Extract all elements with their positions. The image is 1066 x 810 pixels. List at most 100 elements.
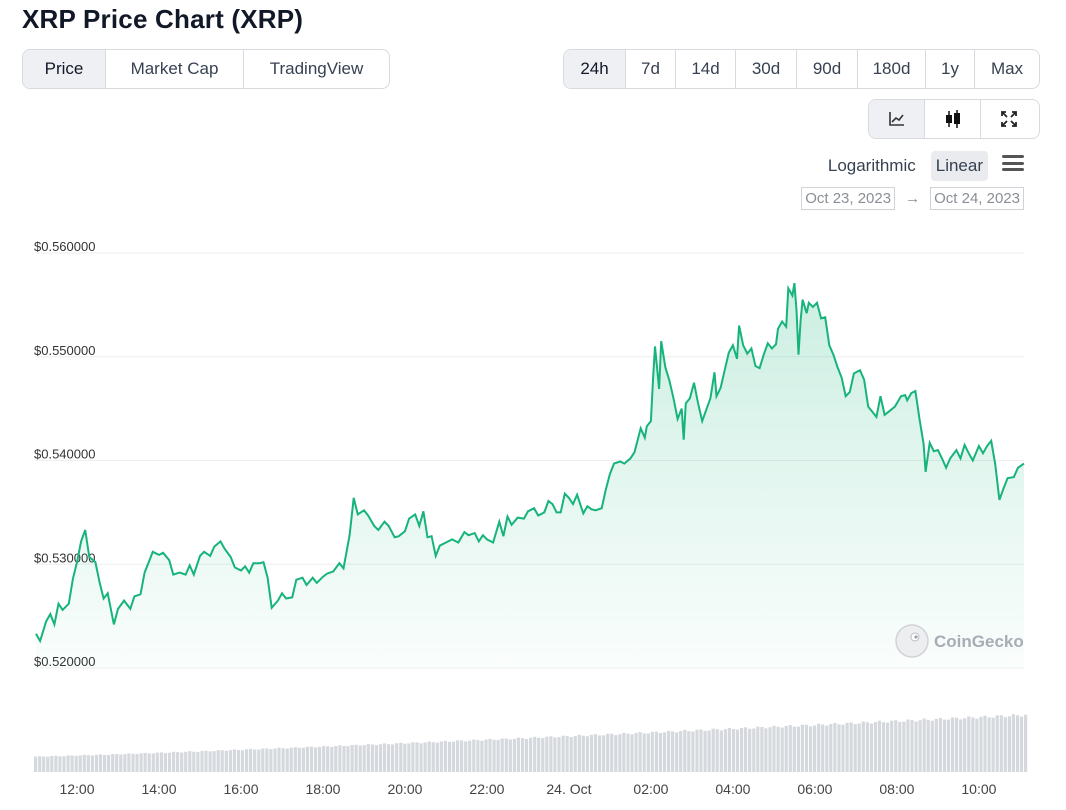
volume-bar bbox=[991, 717, 995, 772]
volume-bar bbox=[370, 744, 374, 772]
volume-bar bbox=[589, 734, 594, 772]
volume-bar bbox=[46, 756, 50, 772]
volume-bar bbox=[602, 735, 606, 772]
x-tick-label: 04:00 bbox=[715, 781, 750, 797]
volume-bar bbox=[378, 744, 383, 772]
volume-bar bbox=[399, 742, 403, 772]
volume-bar bbox=[172, 751, 176, 772]
volume-bar bbox=[346, 746, 350, 772]
volume-bar bbox=[841, 724, 845, 772]
tab-tradingview[interactable]: TradingView bbox=[269, 59, 364, 78]
volume-bar bbox=[727, 727, 731, 772]
x-tick-label: 22:00 bbox=[469, 781, 504, 797]
volume-bar bbox=[869, 723, 873, 772]
x-tick-label: 24. Oct bbox=[546, 781, 591, 797]
volume-bar bbox=[1024, 714, 1028, 772]
time-range-selector: 24h 7d 14d 30d 90d 180d 1y Max bbox=[563, 49, 1040, 89]
volume-bar bbox=[1011, 714, 1015, 772]
tab-price[interactable]: Price bbox=[23, 50, 106, 88]
volume-bar bbox=[642, 733, 646, 772]
volume-bar bbox=[427, 741, 431, 772]
coingecko-watermark: CoinGecko bbox=[895, 624, 1024, 658]
range-7d-button[interactable]: 7d bbox=[626, 50, 676, 88]
volume-bar bbox=[817, 723, 821, 772]
volume-bar bbox=[792, 726, 796, 772]
volume-bar bbox=[537, 737, 541, 772]
volume-bar bbox=[723, 729, 727, 772]
volume-bar bbox=[630, 734, 634, 772]
range-24h-button[interactable]: 24h bbox=[564, 50, 626, 88]
fullscreen-button[interactable] bbox=[981, 100, 1037, 138]
volume-bar bbox=[50, 756, 54, 772]
volume-bar bbox=[415, 742, 419, 772]
volume-bar bbox=[139, 753, 143, 772]
range-90d-button[interactable]: 90d bbox=[797, 50, 858, 88]
volume-bar bbox=[314, 747, 318, 772]
volume-bar bbox=[151, 753, 155, 772]
line-chart-button[interactable] bbox=[869, 100, 925, 138]
linear-scale-option[interactable]: Linear bbox=[930, 151, 988, 181]
volume-bar bbox=[780, 727, 784, 772]
volume-bar bbox=[1007, 716, 1011, 772]
date-from-input[interactable]: Oct 23, 2023 bbox=[801, 187, 896, 210]
chart-menu-icon[interactable] bbox=[1002, 155, 1024, 173]
volume-bar bbox=[882, 722, 886, 772]
volume-bar bbox=[934, 718, 938, 772]
x-tick-label: 18:00 bbox=[305, 781, 340, 797]
tab-market-cap[interactable]: Market Cap bbox=[106, 50, 244, 88]
volume-bar bbox=[707, 730, 711, 772]
x-axis-labels: 12:00 14:00 16:00 18:00 20:00 22:00 24. Oct 02:… bbox=[59, 781, 996, 797]
volume-bar bbox=[451, 741, 456, 772]
line-chart-icon bbox=[888, 112, 904, 126]
volume-bar bbox=[529, 737, 533, 772]
volume-bar bbox=[119, 754, 123, 772]
range-180d-button[interactable]: 180d bbox=[858, 50, 926, 88]
volume-bar bbox=[431, 742, 435, 772]
volume-bar bbox=[735, 729, 740, 772]
volume-bar bbox=[176, 752, 180, 772]
volume-bar bbox=[719, 730, 723, 772]
volume-bar bbox=[163, 753, 167, 772]
volume-bar bbox=[557, 737, 561, 772]
volume-bar bbox=[301, 747, 305, 772]
volume-bar bbox=[208, 751, 212, 772]
volume-bar bbox=[894, 720, 898, 772]
volume-bar bbox=[800, 724, 804, 772]
volume-bar bbox=[577, 734, 581, 772]
volume-bar bbox=[508, 739, 512, 772]
volume-bar bbox=[524, 738, 529, 772]
range-14d-button[interactable]: 14d bbox=[676, 50, 736, 88]
volume-bar bbox=[671, 731, 675, 772]
volume-bar bbox=[833, 722, 837, 772]
volume-bar bbox=[516, 737, 520, 772]
volume-bar bbox=[411, 742, 415, 772]
volume-bar bbox=[955, 717, 959, 772]
range-30d-button[interactable]: 30d bbox=[736, 50, 797, 88]
volume-bar bbox=[391, 744, 395, 772]
volume-bar bbox=[147, 753, 151, 772]
volume-bar bbox=[902, 721, 906, 772]
volume-bar bbox=[334, 746, 338, 772]
volume-bar bbox=[995, 715, 999, 772]
x-tick-label: 12:00 bbox=[59, 781, 94, 797]
volume-bar bbox=[634, 732, 638, 772]
volume-bar bbox=[38, 756, 42, 772]
candlestick-chart-button[interactable] bbox=[925, 100, 981, 138]
range-1y-button[interactable]: 1y bbox=[926, 50, 975, 88]
volume-bar bbox=[845, 722, 849, 772]
range-max-button[interactable]: Max bbox=[990, 59, 1024, 78]
volume-bar bbox=[654, 731, 658, 772]
volume-bar bbox=[285, 748, 289, 772]
volume-bar bbox=[240, 750, 245, 772]
logarithmic-scale-option[interactable]: Logarithmic bbox=[827, 156, 916, 175]
fullscreen-icon bbox=[1001, 111, 1017, 127]
volume-bar bbox=[573, 736, 577, 772]
volume-bar bbox=[687, 731, 691, 772]
volume-bar bbox=[756, 726, 760, 772]
volume-bar bbox=[622, 732, 626, 772]
volume-bar bbox=[253, 749, 257, 772]
volume-bar bbox=[322, 745, 326, 772]
volume-bar bbox=[679, 731, 683, 772]
volume-bar bbox=[541, 738, 545, 772]
date-to-input[interactable]: Oct 24, 2023 bbox=[930, 187, 1024, 210]
